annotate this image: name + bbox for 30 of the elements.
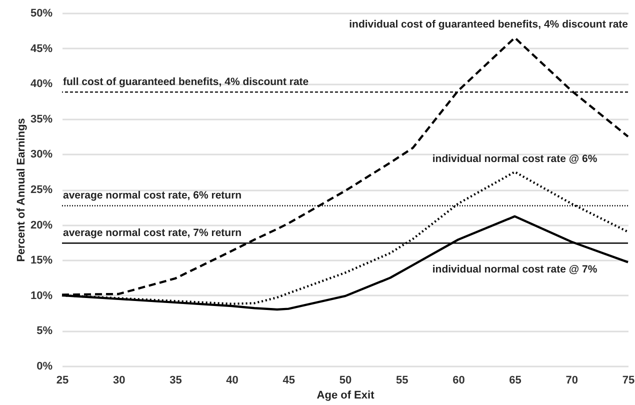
x-tick-label: 30 <box>112 374 126 386</box>
x-tick-label: 70 <box>566 374 578 386</box>
y-tick-label: 15% <box>30 254 53 267</box>
y-tick-label: 25% <box>30 184 53 196</box>
x-tick-label: 50 <box>339 374 352 386</box>
y-tick-label: 10% <box>30 290 53 302</box>
y-tick-label: 20% <box>30 219 53 232</box>
x-axis-title: Age of Exit <box>316 390 375 402</box>
x-tick-label: 75 <box>622 374 635 386</box>
y-tick-label: 0% <box>36 360 53 372</box>
x-tick-label: 60 <box>452 374 465 386</box>
y-axis-title: Percent of Annual Earnings <box>15 118 28 262</box>
ref-line-label: full cost of guaranteed benefits, 4% discount rate <box>63 76 309 88</box>
y-tick-label: 35% <box>30 113 53 126</box>
x-tick-label: 25 <box>56 374 69 386</box>
series-label: individual normal cost rate @ 7% <box>432 263 598 276</box>
y-tick-label: 40% <box>30 78 53 90</box>
series-label: individual normal cost rate @ 6% <box>432 152 598 165</box>
y-tick-label: 50% <box>30 8 53 20</box>
y-tick-label: 5% <box>36 325 53 338</box>
x-tick-label: 45 <box>282 374 296 386</box>
y-tick-label: 30% <box>30 148 53 161</box>
text: individual cost of guaranteed benefits, 4% discount rate <box>349 18 628 31</box>
x-tick-label: 55 <box>396 374 408 386</box>
x-tick-label: 40 <box>226 374 238 386</box>
ref-line-label: average normal cost rate, 6% return <box>63 190 242 202</box>
y-tick-label: 45% <box>30 42 53 55</box>
ref-line-label: average normal cost rate, 7% return <box>63 227 242 240</box>
x-tick-label: 65 <box>509 374 522 386</box>
x-tick-label: 35 <box>170 374 182 386</box>
